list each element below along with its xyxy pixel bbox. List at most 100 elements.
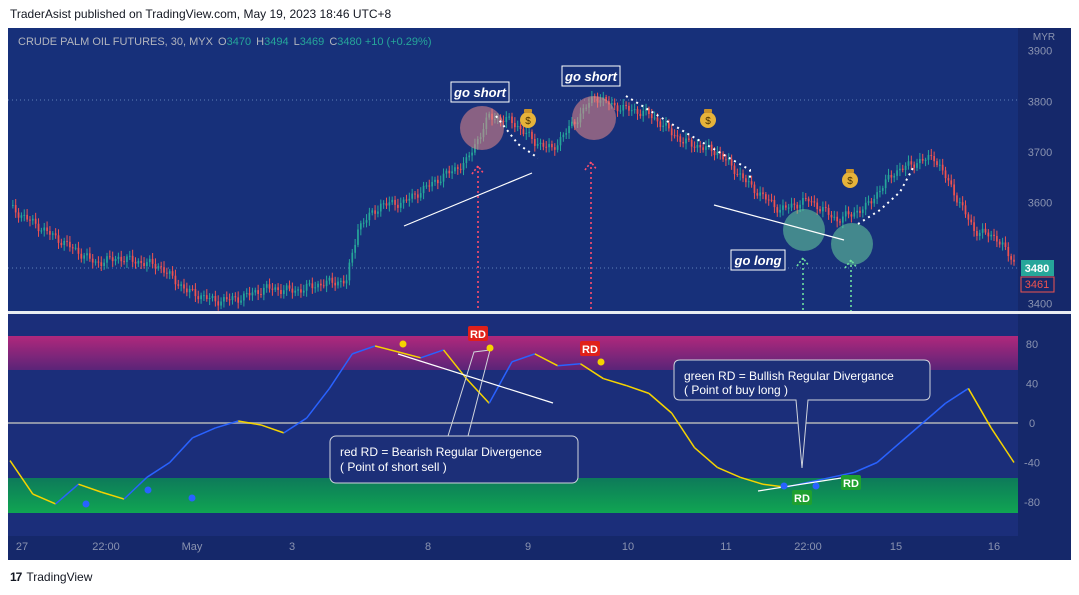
high-key: H <box>256 36 265 48</box>
candle-body <box>616 105 619 112</box>
candle-body <box>448 170 451 174</box>
candle-body <box>710 144 713 152</box>
candle-body <box>391 199 394 203</box>
candle-body <box>930 155 933 157</box>
candle-body <box>1013 259 1015 262</box>
chart-legend: CRUDE PALM OIL FUTURES, 30, MYX O3470 H3… <box>18 36 431 48</box>
candle-body <box>120 256 123 262</box>
candle-body <box>86 253 88 256</box>
osc-segment <box>831 471 855 479</box>
currency-label: MYR <box>1033 32 1055 43</box>
candle-body <box>745 178 747 183</box>
osc-segment <box>352 345 376 355</box>
candle-body <box>331 277 334 283</box>
candle-body <box>668 122 670 129</box>
money-bag-icon: $ <box>520 109 536 128</box>
candle-body <box>140 260 143 263</box>
candle-body <box>950 180 953 185</box>
candle-body <box>670 128 673 136</box>
long-zone-circle-1 <box>783 209 825 251</box>
candle-body <box>114 258 117 262</box>
price-downtrend-line <box>713 204 845 241</box>
candle-body <box>762 192 764 195</box>
candle-body <box>240 300 242 303</box>
candle-body <box>337 281 339 286</box>
candle-body <box>941 164 944 171</box>
candle-body <box>422 185 425 194</box>
candle-body <box>879 190 881 193</box>
price-support-line <box>403 172 533 227</box>
osc-segment <box>101 491 125 500</box>
candle-body <box>411 193 414 199</box>
candle-body <box>693 146 696 148</box>
time-tick-label: 3 <box>289 541 295 553</box>
candle-body <box>17 212 20 218</box>
candle-body <box>1004 242 1007 247</box>
candle-body <box>610 102 613 105</box>
candle-body <box>471 152 473 156</box>
candle-body <box>976 230 978 236</box>
candle-body <box>126 256 128 263</box>
candle-body <box>861 209 864 213</box>
osc-segment <box>9 460 34 495</box>
candle-body <box>83 255 86 259</box>
osc-segment <box>328 353 353 389</box>
candle-body <box>819 209 821 212</box>
osc-tick-label: -40 <box>1024 458 1040 470</box>
low-key: L <box>293 36 300 48</box>
candle-body <box>639 113 642 117</box>
price-tick-label: 3900 <box>1028 46 1052 58</box>
candle-body <box>208 298 211 300</box>
candle-body <box>408 198 411 201</box>
close-value: 3480 <box>337 36 362 48</box>
candle-body <box>439 181 442 184</box>
chart-area[interactable]: 3900 3800 3700 3600 3400 80 40 0 -40 -80 27 22:00… <box>8 28 1071 560</box>
candle-body <box>890 174 893 178</box>
pivot-dot <box>597 358 605 366</box>
candle-body <box>779 209 781 213</box>
osc-segment <box>625 384 650 395</box>
pivot-dot <box>486 344 494 352</box>
candle-body <box>827 207 830 215</box>
go-short-label-2: go short <box>564 69 618 84</box>
rd-bullish-badge-2 <box>841 475 861 490</box>
candle-body <box>533 138 536 146</box>
candle-body <box>31 218 34 221</box>
osc-segment <box>534 353 558 367</box>
osc-segment <box>603 377 627 387</box>
candle-body <box>887 174 890 180</box>
osc-segment <box>55 483 79 505</box>
candle-body <box>799 204 801 209</box>
candle-body <box>117 256 120 259</box>
candle-body <box>171 271 174 276</box>
candle-body <box>180 284 182 286</box>
candle-body <box>243 293 245 301</box>
candle-body <box>525 132 528 135</box>
candle-body <box>362 222 365 224</box>
candle-body <box>274 287 277 290</box>
candle-body <box>836 216 839 222</box>
candle-body <box>248 292 251 296</box>
candle-body <box>742 173 744 179</box>
osc-segment <box>648 392 673 414</box>
osc-segment <box>853 461 878 474</box>
candle-body <box>251 292 254 296</box>
candle-body <box>816 202 819 210</box>
candle-body <box>938 164 941 166</box>
candle-body <box>884 179 887 189</box>
candle-body <box>23 214 26 216</box>
candle-body <box>630 110 633 112</box>
candle-body <box>662 125 665 128</box>
candle-body <box>320 283 322 286</box>
candle-body <box>131 255 134 262</box>
candle-body <box>645 108 647 111</box>
chart-svg[interactable]: 3900 3800 3700 3600 3400 80 40 0 -40 -80 27 22:00… <box>8 28 1071 560</box>
candle-body <box>619 110 622 112</box>
osc-segment <box>78 483 102 493</box>
candle-body <box>254 290 257 293</box>
time-tick-label: 16 <box>988 541 1000 553</box>
svg-text:$: $ <box>525 116 531 127</box>
candle-body <box>69 241 71 248</box>
candle-body <box>282 290 285 295</box>
last-price-value: 3480 <box>1025 263 1049 275</box>
